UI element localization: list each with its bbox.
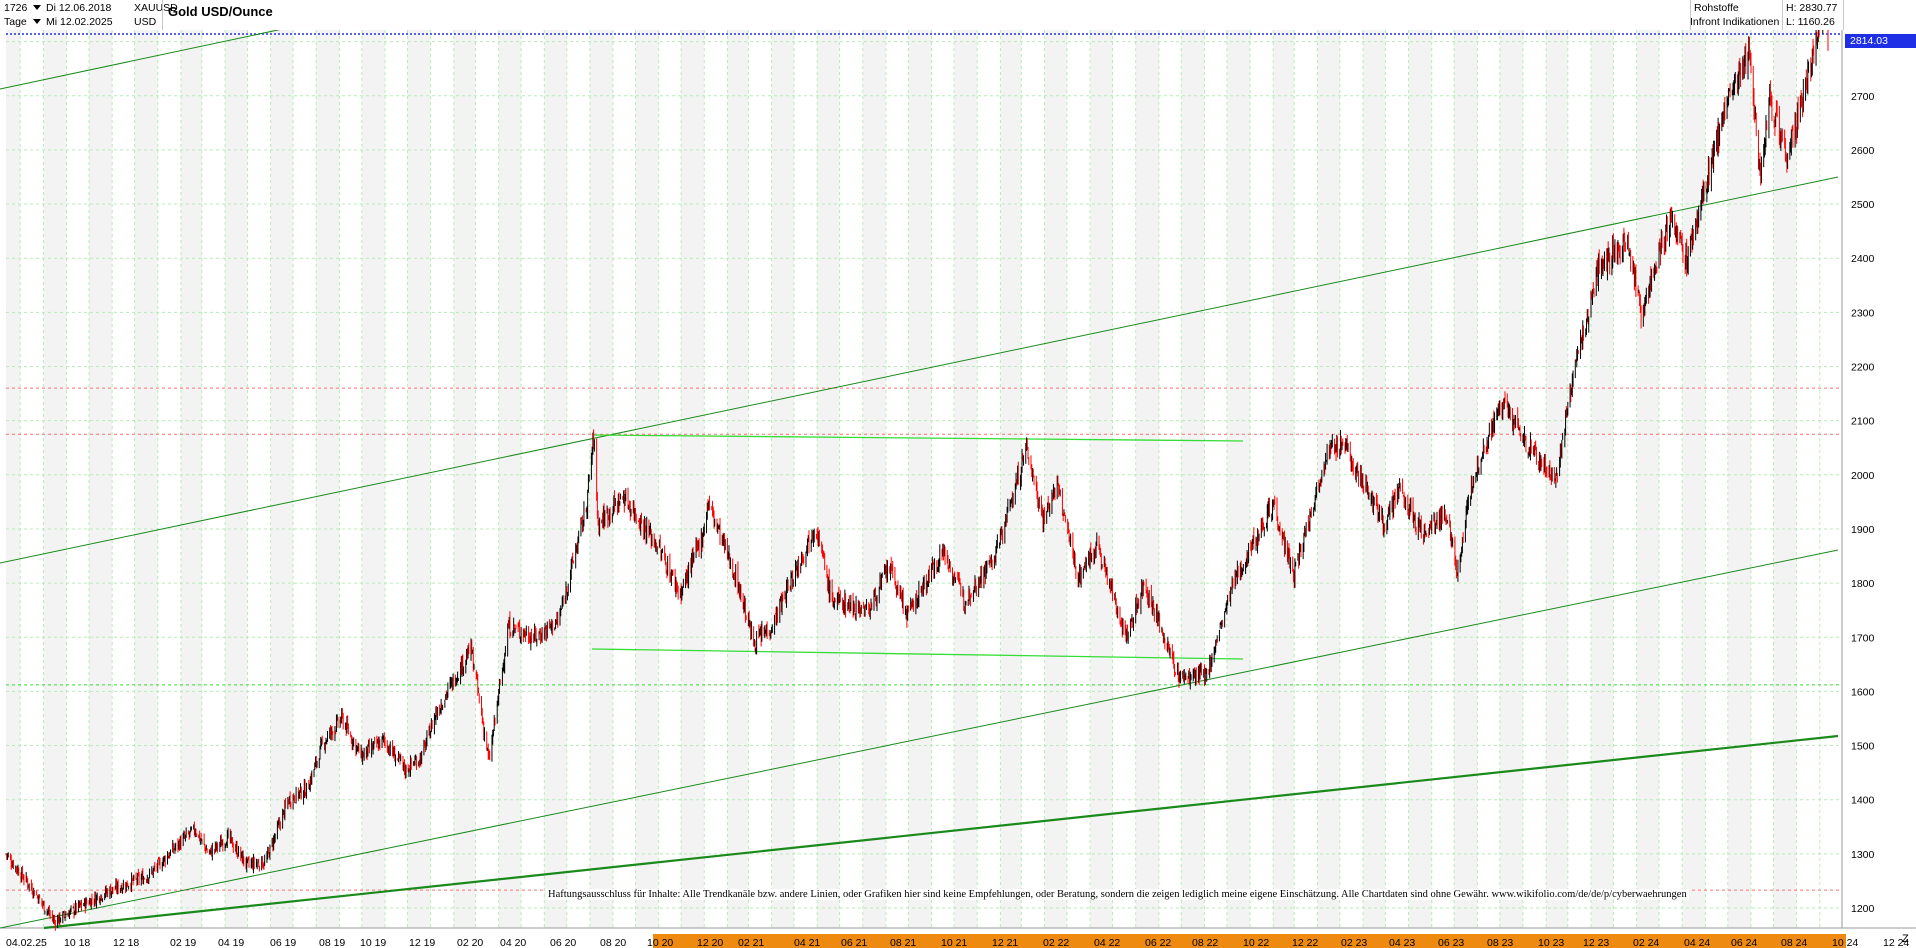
y-tick-label: 2200 xyxy=(1851,362,1875,374)
symbol-label: XAUUSD xyxy=(134,2,178,14)
horizontal-levels xyxy=(6,33,1842,891)
x-tick-label: 04.02.25 xyxy=(6,937,47,948)
y-tick-label: 2000 xyxy=(1851,470,1875,482)
x-tick-label: 04 19 xyxy=(218,937,244,948)
source-label: Infront Indikationen xyxy=(1690,16,1780,28)
x-tick-label: 10 19 xyxy=(360,937,386,948)
x-tick-label: 02 21 xyxy=(738,937,764,948)
middle-channel-line xyxy=(0,176,1839,564)
x-tick-label: 12 19 xyxy=(409,937,435,948)
x-tick-label: 06 24 xyxy=(1731,937,1757,948)
x-tick-label: 10 21 xyxy=(941,937,967,948)
x-tick-label: 08 24 xyxy=(1781,937,1807,948)
x-tick-label: 06 21 xyxy=(841,937,867,948)
x-tick-label: 08 19 xyxy=(319,937,345,948)
x-tick-label: 12 22 xyxy=(1292,937,1318,948)
grid-lines xyxy=(0,30,1916,929)
end-date[interactable]: Mi 12.02.2025 xyxy=(46,16,113,28)
x-tick-label: 10 20 xyxy=(647,937,673,948)
x-tick-label: 12 21 xyxy=(992,937,1018,948)
chevron-down-icon[interactable] xyxy=(30,16,44,28)
x-tick-label: 12 23 xyxy=(1583,937,1609,948)
chart-header: 1726 Tage Di 12.06.2018 Mi 12.02.2025 XA… xyxy=(0,0,1916,30)
x-tick-label: 10 22 xyxy=(1243,937,1269,948)
last-price-tag: 2814.03 xyxy=(1845,34,1916,48)
x-tick-label: 04 22 xyxy=(1094,937,1120,948)
x-tick-label: 12 24 xyxy=(1883,937,1909,948)
x-tick-label: 02 22 xyxy=(1043,937,1069,948)
x-tick-label: 02 23 xyxy=(1341,937,1367,948)
period-shading xyxy=(6,30,1797,928)
x-tick-label: 02 20 xyxy=(457,937,483,948)
long-term-support-line xyxy=(43,734,1839,930)
y-axis: 1200 1300 1400 1500 1600 1700 1800 1900 2000 2100… xyxy=(1851,37,1875,915)
x-tick-label: 08 23 xyxy=(1487,937,1513,948)
y-tick-label: 2700 xyxy=(1851,91,1875,103)
x-tick-label: 10 24 xyxy=(1832,937,1858,948)
y-tick-label: 1300 xyxy=(1851,849,1875,861)
axis-highlight-band xyxy=(653,934,1846,948)
x-tick-label: 12 20 xyxy=(697,937,723,948)
disclaimer-text: Haftungsausschluss für Inhalte: Alle Tre… xyxy=(546,889,1689,900)
range-bottom-line xyxy=(591,648,1244,660)
y-tick-label: 1400 xyxy=(1851,795,1875,807)
lower-channel-line xyxy=(0,549,1839,929)
y-tick-label: 1200 xyxy=(1851,903,1875,915)
x-tick-label: 04 21 xyxy=(794,937,820,948)
x-tick-label: 08 21 xyxy=(890,937,916,948)
currency-label: USD xyxy=(134,16,157,28)
y-tick-label: 2600 xyxy=(1851,145,1875,157)
start-date[interactable]: Di 12.06.2018 xyxy=(46,2,112,14)
x-tick-label: 02 19 xyxy=(170,937,196,948)
x-tick-label: 06 22 xyxy=(1145,937,1171,948)
chevron-down-icon[interactable] xyxy=(30,2,44,14)
x-tick-label: 04 23 xyxy=(1389,937,1415,948)
x-axis: 04.02.25 10 18 12 18 02 19 04 19 06 19 08 19 10… xyxy=(6,934,1909,948)
range-top-line xyxy=(593,434,1244,442)
y-tick-label: 1600 xyxy=(1851,686,1875,698)
y-tick-label: 2100 xyxy=(1851,416,1875,428)
x-tick-label: 06 20 xyxy=(550,937,576,948)
x-tick-label: 04 24 xyxy=(1684,937,1710,948)
high-label: H: 2830.77 xyxy=(1786,2,1838,14)
y-tick-label: 1900 xyxy=(1851,524,1875,536)
y-tick-label: 1500 xyxy=(1851,741,1875,753)
x-tick-label: 06 23 xyxy=(1438,937,1464,948)
trendlines xyxy=(0,26,1839,930)
x-tick-label: 06 19 xyxy=(270,937,296,948)
y-tick-label: 1700 xyxy=(1851,632,1875,644)
y-tick-label: 1800 xyxy=(1851,578,1875,590)
x-tick-label: 08 22 xyxy=(1192,937,1218,948)
period-selector[interactable]: Tage xyxy=(4,16,27,28)
x-tick-label: 10 23 xyxy=(1538,937,1564,948)
x-tick-label: 10 18 xyxy=(64,937,90,948)
x-tick-label: 08 20 xyxy=(600,937,626,948)
y-tick-label: 2300 xyxy=(1851,307,1875,319)
y-tick-label: 2500 xyxy=(1851,199,1875,211)
x-tick-label: 02 24 xyxy=(1633,937,1659,948)
bars-count: 1726 xyxy=(4,2,28,14)
chart-title: Gold USD/Ounce xyxy=(168,4,273,19)
corner-label[interactable]: Z xyxy=(1902,933,1909,945)
upper-channel-line xyxy=(0,26,293,90)
low-label: L: 1160.26 xyxy=(1786,16,1835,28)
y-tick-label: 2400 xyxy=(1851,253,1875,265)
category-label: Rohstoffe xyxy=(1694,2,1739,14)
candlestick-series xyxy=(5,0,1829,931)
x-tick-label: 12 18 xyxy=(113,937,139,948)
x-tick-label: 04 20 xyxy=(500,937,526,948)
